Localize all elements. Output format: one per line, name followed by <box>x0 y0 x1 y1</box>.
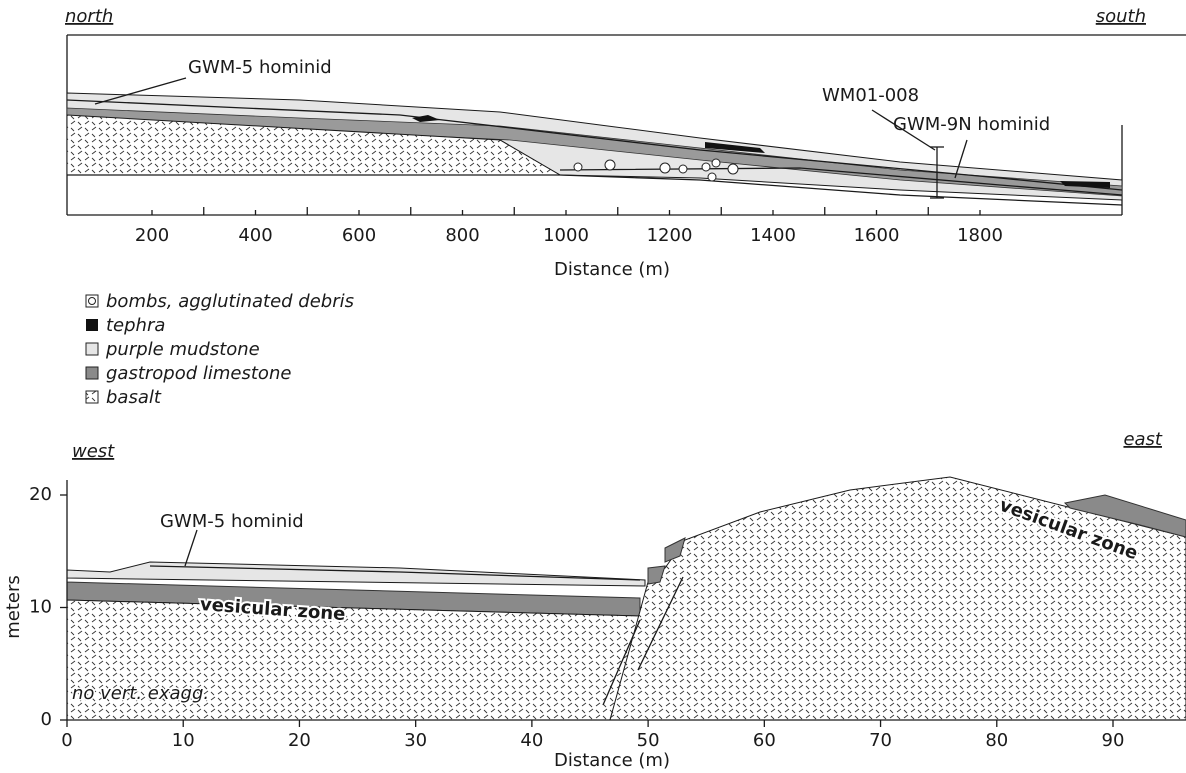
x-tick-label: 400 <box>238 225 272 246</box>
x-ticks: 200 400 600 800 1000 1200 1400 1600 1800 <box>135 207 1003 246</box>
x-tick-label: 80 <box>985 730 1008 751</box>
x-tick-label: 800 <box>445 225 479 246</box>
tephra <box>705 142 765 153</box>
x-tick-label: 50 <box>637 730 660 751</box>
x-tick-label: 1200 <box>647 225 693 246</box>
y-tick-label: 0 <box>41 709 52 730</box>
limestone <box>1063 494 1186 538</box>
y-axis-label: meters <box>3 575 24 639</box>
ticks: 0 10 20 30 40 50 60 70 80 90 0 10 20 <box>29 484 1124 751</box>
legend-label: bombs, agglutinated debris <box>106 291 354 312</box>
bottom-section: west east GWM-5 hominid vesicular zone v… <box>3 429 1186 771</box>
legend-label: gastropod limestone <box>106 363 291 384</box>
x-tick-label: 40 <box>520 730 543 751</box>
x-tick-label: 70 <box>869 730 892 751</box>
annotation: GWM-5 hominid <box>188 57 332 78</box>
legend-label: basalt <box>106 387 162 408</box>
x-axis-label: Distance (m) <box>554 259 670 280</box>
annotation: WM01-008 <box>822 85 919 106</box>
strata <box>66 99 1123 191</box>
legend-label: tephra <box>106 315 165 336</box>
legend-swatch <box>88 297 96 305</box>
strata <box>149 565 641 581</box>
tephra <box>1060 181 1110 188</box>
y-tick-label: 20 <box>29 484 52 505</box>
annotation: GWM-5 hominid <box>160 511 304 532</box>
x-tick-label: 90 <box>1102 730 1125 751</box>
leader-line <box>871 109 936 151</box>
leader-line <box>184 529 198 567</box>
x-tick-label: 200 <box>135 225 169 246</box>
fault <box>602 619 641 706</box>
west-label: west <box>72 441 115 462</box>
x-tick-label: 30 <box>404 730 427 751</box>
south-label: south <box>1096 6 1146 27</box>
x-tick-label: 600 <box>342 225 376 246</box>
leader-line <box>954 139 968 179</box>
x-tick-label: 1000 <box>543 225 589 246</box>
legend-label: purple mudstone <box>105 339 260 360</box>
x-tick-label: 20 <box>288 730 311 751</box>
north-label: north <box>65 6 113 27</box>
x-tick-label: 10 <box>172 730 195 751</box>
top-section: north south GWM-5 hominid WM01-008 GWM-9… <box>65 6 1186 280</box>
bombs <box>573 158 739 182</box>
legend-swatch <box>86 319 98 331</box>
east-label: east <box>1123 429 1162 450</box>
x-axis-label: Distance (m) <box>554 750 670 771</box>
limestone <box>664 537 686 563</box>
y-tick-label: 10 <box>29 597 52 618</box>
limestone <box>647 565 666 585</box>
leader-line <box>94 77 187 105</box>
x-tick-label: 1600 <box>854 225 900 246</box>
annotation: GWM-9N hominid <box>893 114 1050 135</box>
legend-swatch <box>85 390 99 404</box>
x-tick-label: 1400 <box>750 225 796 246</box>
fault <box>637 576 684 671</box>
tephra <box>412 115 440 122</box>
strata <box>67 174 1123 206</box>
annotation: no vert. exagg. <box>72 683 209 704</box>
legend-swatch <box>85 366 99 380</box>
legend: bombs, agglutinated debris tephra purple… <box>85 291 354 408</box>
x-tick-label: 1800 <box>957 225 1003 246</box>
x-tick-label: 60 <box>753 730 776 751</box>
x-tick-label: 0 <box>61 730 72 751</box>
legend-swatch <box>85 342 99 356</box>
